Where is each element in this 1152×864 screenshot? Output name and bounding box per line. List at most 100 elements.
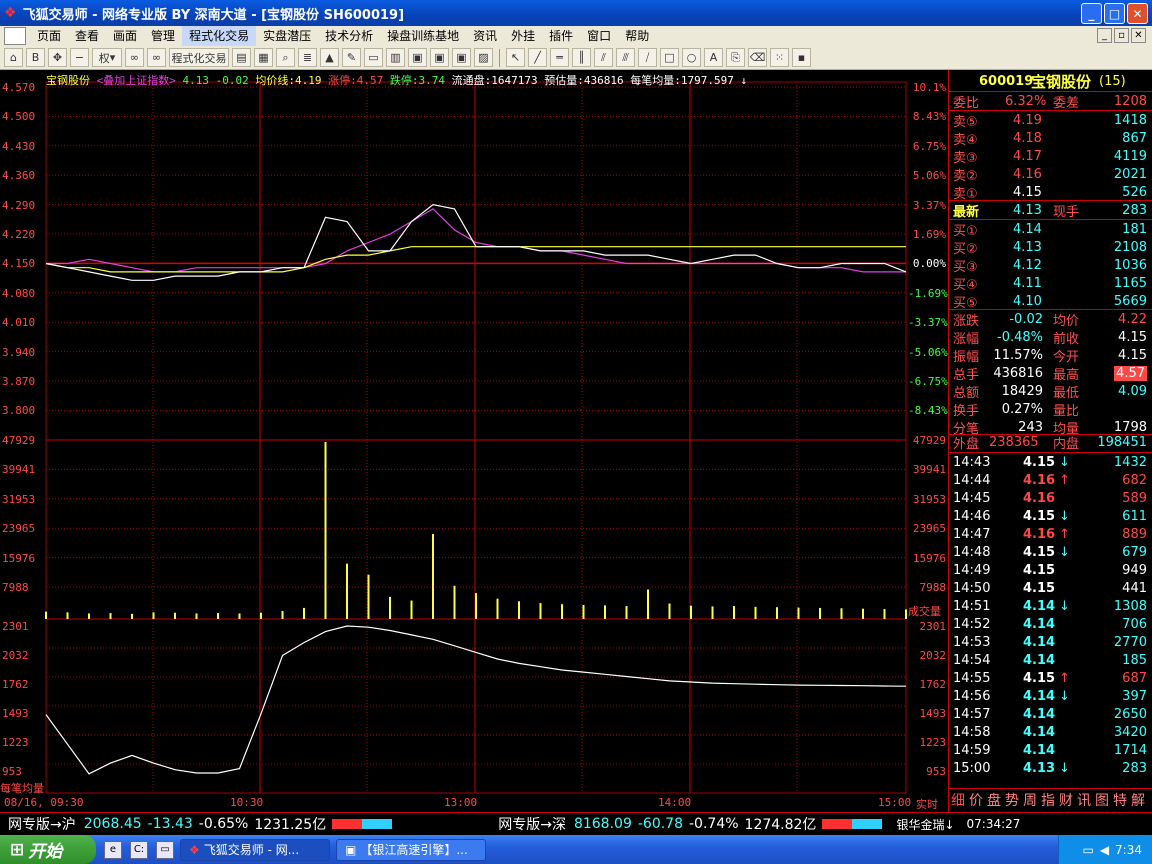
- menu-page[interactable]: 页面: [37, 29, 62, 43]
- panel-tab[interactable]: 盘: [987, 793, 1001, 809]
- panel-tab[interactable]: 解: [1131, 793, 1145, 809]
- cursor-icon[interactable]: ↖: [506, 48, 525, 67]
- task-feihu[interactable]: ❖ 飞狐交易师 - 网...: [180, 838, 330, 861]
- volume-icon[interactable]: ◀: [1099, 842, 1110, 857]
- panel-tab[interactable]: 财: [1059, 793, 1073, 809]
- tick-row[interactable]: 14:51 4.14 ↓ 1308: [949, 597, 1152, 615]
- time-mode-label[interactable]: 实时: [916, 798, 938, 811]
- mdi-restore-button[interactable]: ▫: [1114, 28, 1129, 43]
- eraser-icon[interactable]: ⌫: [748, 48, 767, 67]
- brush-icon[interactable]: ✎: [342, 48, 361, 67]
- menu-plugins[interactable]: 插件: [549, 29, 574, 43]
- panel-tab[interactable]: 细: [951, 793, 965, 809]
- menu-window[interactable]: 窗口: [587, 29, 612, 43]
- mdi-minimize-button[interactable]: _: [1097, 28, 1112, 43]
- bid-row[interactable]: 买⑤ 4.10 5669: [949, 292, 1152, 311]
- quan-dropdown[interactable]: 权 ▾: [92, 48, 122, 67]
- tick-row[interactable]: 14:57 4.14 2650: [949, 705, 1152, 723]
- text-icon[interactable]: A: [704, 48, 723, 67]
- tick-row[interactable]: 14:46 4.15 ↓ 611: [949, 507, 1152, 525]
- task-engine[interactable]: ▣ 【银江高速引擎】...: [336, 838, 486, 861]
- copy-icon[interactable]: ⎘: [726, 48, 745, 67]
- panel-tab[interactable]: 势: [1005, 793, 1019, 809]
- menu-view[interactable]: 查看: [75, 29, 100, 43]
- tick-row[interactable]: 14:58 4.14 3420: [949, 723, 1152, 741]
- ask-row[interactable]: 卖④ 4.18 867: [949, 129, 1152, 148]
- tick-row[interactable]: 14:47 4.16 ↑ 889: [949, 525, 1152, 543]
- note-icon[interactable]: ▭: [364, 48, 383, 67]
- panel-tab[interactable]: 指: [1041, 793, 1055, 809]
- minus-icon[interactable]: −: [70, 48, 89, 67]
- menu-info[interactable]: 资讯: [473, 29, 498, 43]
- hline-icon[interactable]: ═: [550, 48, 569, 67]
- ask-row[interactable]: 卖② 4.16 2021: [949, 165, 1152, 184]
- window-icon[interactable]: ▣: [408, 48, 427, 67]
- tick-row[interactable]: 14:48 4.15 ↓ 679: [949, 543, 1152, 561]
- tick-row[interactable]: 14:44 4.16 ↑ 682: [949, 471, 1152, 489]
- home-icon[interactable]: ⌂: [4, 48, 23, 67]
- fan-icon[interactable]: ⫽: [594, 48, 613, 67]
- menu-training[interactable]: 操盘训练基地: [387, 29, 460, 43]
- tick-row[interactable]: 14:53 4.14 2770: [949, 633, 1152, 651]
- bid-row[interactable]: 买③ 4.12 1036: [949, 256, 1152, 275]
- menu-screen[interactable]: 画面: [113, 29, 138, 43]
- ie-icon[interactable]: e: [104, 840, 122, 859]
- panel-tab[interactable]: 讯: [1077, 793, 1091, 809]
- parallel-icon[interactable]: ⧸: [638, 48, 657, 67]
- program-trade-button[interactable]: 程式化交易: [169, 48, 229, 67]
- tick-row[interactable]: 14:54 4.14 185: [949, 651, 1152, 669]
- ellipse-icon[interactable]: ○: [682, 48, 701, 67]
- network-icon[interactable]: ▭: [1082, 842, 1094, 857]
- tick-row[interactable]: 14:59 4.14 1714: [949, 741, 1152, 759]
- bid-row[interactable]: 买④ 4.11 1165: [949, 274, 1152, 293]
- line-icon[interactable]: ╱: [528, 48, 547, 67]
- tick-row[interactable]: 15:00 4.13 ↓ 283: [949, 759, 1152, 777]
- chart-canvas[interactable]: [0, 70, 948, 812]
- panel-tab[interactable]: 特: [1113, 793, 1127, 809]
- menu-manage[interactable]: 管理: [151, 29, 176, 43]
- channel-icon[interactable]: ⫻: [616, 48, 635, 67]
- desktop-icon[interactable]: ▭: [156, 840, 174, 859]
- tick-row[interactable]: 14:52 4.14 706: [949, 615, 1152, 633]
- split-icon[interactable]: ▥: [386, 48, 405, 67]
- scroll-stock[interactable]: 银华金瑞↓: [896, 817, 955, 832]
- save-icon[interactable]: ▪: [792, 48, 811, 67]
- cmd-icon[interactable]: C:: [130, 840, 148, 859]
- sh-label[interactable]: 网专版→沪: [8, 817, 76, 833]
- menu-real-pressure[interactable]: 实盘潜压: [263, 29, 312, 43]
- grid-icon[interactable]: ▦: [254, 48, 273, 67]
- menu-tech-analysis[interactable]: 技术分析: [325, 29, 374, 43]
- ask-row[interactable]: 卖① 4.15 526: [949, 183, 1152, 202]
- window2-icon[interactable]: ▣: [430, 48, 449, 67]
- menu-help[interactable]: 帮助: [625, 29, 650, 43]
- bid-row[interactable]: 买② 4.13 2108: [949, 238, 1152, 257]
- alert-icon[interactable]: ▲: [320, 48, 339, 67]
- image-icon[interactable]: ▨: [474, 48, 493, 67]
- panel-tab[interactable]: 价: [969, 793, 983, 809]
- tick-row[interactable]: 14:45 4.16 589: [949, 489, 1152, 507]
- list-icon[interactable]: ≣: [298, 48, 317, 67]
- panel-tab[interactable]: 周: [1023, 793, 1037, 809]
- tick-row[interactable]: 14:49 4.15 949: [949, 561, 1152, 579]
- ask-row[interactable]: 卖⑤ 4.19 1418: [949, 111, 1152, 130]
- tick-row[interactable]: 14:55 4.15 ↑ 687: [949, 669, 1152, 687]
- document-icon[interactable]: [4, 27, 26, 45]
- menu-plugin-ext[interactable]: 外挂: [511, 29, 536, 43]
- vline-icon[interactable]: ║: [572, 48, 591, 67]
- panel-tab[interactable]: 图: [1095, 793, 1109, 809]
- minimize-button[interactable]: _: [1081, 3, 1102, 24]
- tick-row[interactable]: 14:43 4.15 ↓ 1432: [949, 453, 1152, 471]
- bid-row[interactable]: 买① 4.14 181: [949, 220, 1152, 239]
- tick-row[interactable]: 14:50 4.15 441: [949, 579, 1152, 597]
- rect-icon[interactable]: □: [660, 48, 679, 67]
- bsi-icon[interactable]: B: [26, 48, 45, 67]
- start-button[interactable]: ⊞ 开始: [0, 835, 96, 864]
- tick-row[interactable]: 14:56 4.14 ↓ 397: [949, 687, 1152, 705]
- mdi-close-button[interactable]: ✕: [1131, 28, 1146, 43]
- ask-row[interactable]: 卖③ 4.17 4119: [949, 147, 1152, 166]
- close-button[interactable]: ✕: [1127, 3, 1148, 24]
- search-icon[interactable]: ⌕: [276, 48, 295, 67]
- binoculars-icon[interactable]: ∞: [147, 48, 166, 67]
- sz-label[interactable]: 网专版→深: [498, 817, 566, 833]
- maximize-button[interactable]: □: [1104, 3, 1125, 24]
